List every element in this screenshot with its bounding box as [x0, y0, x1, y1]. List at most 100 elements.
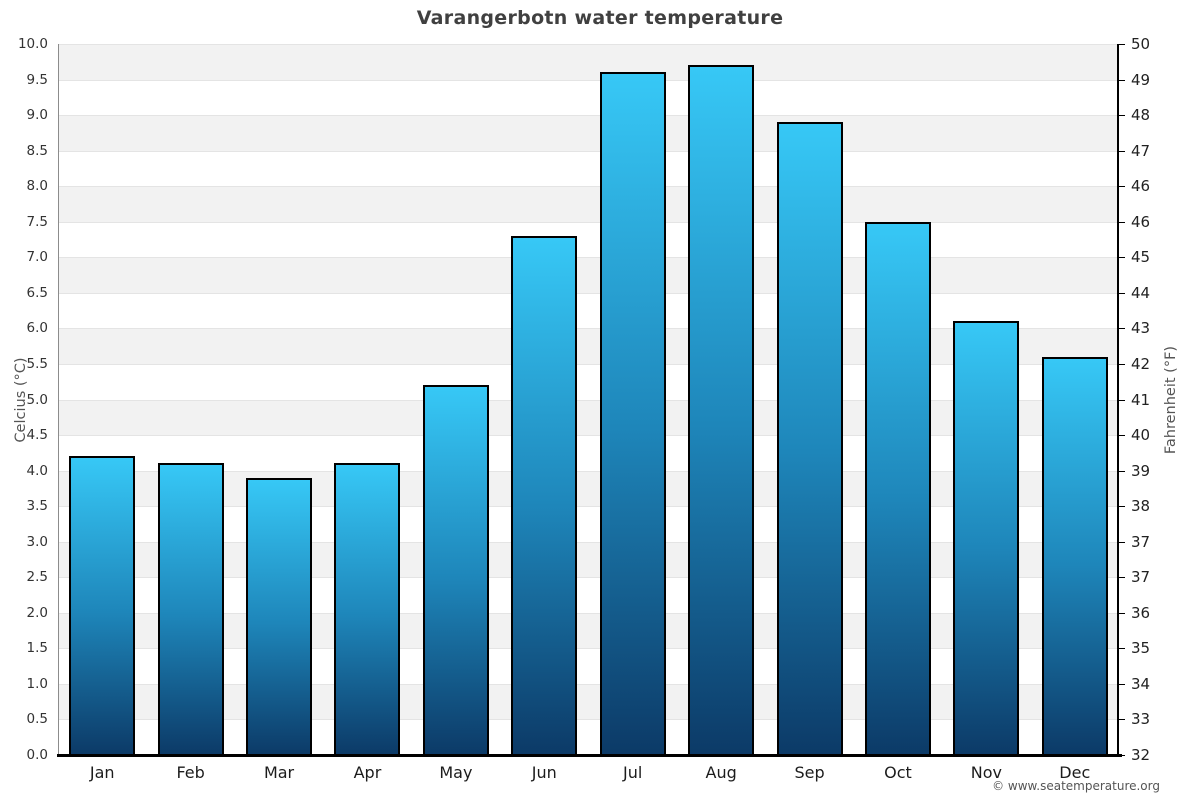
y-right-tick-label: 48 — [1131, 106, 1151, 125]
grid-band — [58, 541, 1119, 578]
grid-band — [58, 577, 1119, 613]
y-left-tick-label: 9.0 — [26, 107, 48, 124]
y-left-tick-label: 7.5 — [26, 213, 48, 230]
grid-band — [58, 719, 1119, 755]
grid-band — [58, 150, 1119, 187]
y-right-tick-label: 37 — [1131, 568, 1151, 587]
grid-band — [58, 186, 1119, 222]
y-right-tick-label: 50 — [1131, 35, 1151, 53]
y-right-tick-mark — [1119, 292, 1125, 294]
y-right-tick-mark — [1119, 150, 1125, 152]
bar-apr — [334, 463, 401, 755]
y-right-tick-mark — [1119, 470, 1125, 472]
bar-jul — [599, 72, 666, 755]
y-right-tick-label: 43 — [1131, 319, 1151, 338]
x-tick-label: Jul — [623, 763, 643, 782]
y-right-tick-mark — [1119, 363, 1125, 365]
y-right-tick-label: 37 — [1131, 532, 1151, 551]
y-left-tick-label: 2.0 — [26, 604, 48, 621]
grid-band — [58, 470, 1119, 507]
grid-band — [58, 648, 1119, 684]
y-right-tick-mark — [1119, 612, 1125, 614]
y-right-tick-mark — [1119, 755, 1125, 756]
x-tick-label: Nov — [970, 763, 1002, 782]
grid-band — [58, 683, 1119, 720]
bar-jun — [511, 235, 578, 755]
y-right-tick-label: 46 — [1131, 177, 1151, 196]
x-tick-label: Jan — [89, 763, 115, 782]
y-left-tick-label: 6.0 — [26, 320, 48, 337]
x-tick-label: Feb — [176, 763, 205, 782]
grid-band — [58, 115, 1119, 151]
y-right-tick-label: 34 — [1131, 674, 1151, 693]
y-right-tick-mark — [1119, 719, 1125, 721]
grid-band — [58, 221, 1119, 258]
y-right-tick-label: 47 — [1131, 141, 1151, 160]
plot-area — [58, 44, 1119, 755]
grid-band — [58, 612, 1119, 649]
y-right-tick-mark — [1119, 683, 1125, 685]
y-left-tick-label: 6.5 — [26, 284, 48, 301]
bar-may — [422, 385, 489, 755]
y-right-tick-label: 42 — [1131, 354, 1151, 373]
grid-band — [58, 257, 1119, 293]
bar-aug — [688, 65, 755, 755]
chart-title: Varangerbotn water temperature — [416, 7, 784, 29]
y-right-tick-mark — [1119, 648, 1125, 650]
attribution: © www.seatemperature.org — [992, 779, 1160, 793]
bar-dec — [1041, 356, 1108, 755]
y-right-tick-mark — [1119, 257, 1125, 259]
y-right-tick-label: 39 — [1131, 461, 1151, 480]
y-right-tick-mark — [1119, 506, 1125, 508]
x-tick-label: Apr — [353, 763, 382, 782]
y-right-tick-mark — [1119, 221, 1125, 223]
y-right-tick-mark — [1119, 541, 1125, 543]
y-right-tick-mark — [1119, 115, 1125, 117]
y-right-tick-mark — [1119, 44, 1125, 45]
y-right-tick-label: 45 — [1131, 248, 1151, 267]
y-right-tick-mark — [1119, 186, 1125, 188]
grid-band — [58, 292, 1119, 329]
grid-band — [58, 506, 1119, 542]
y-left-tick-label: 0.0 — [26, 747, 48, 763]
grid-band — [58, 79, 1119, 116]
y-left-tick-label: 4.0 — [26, 462, 48, 479]
y-right-tick-mark — [1119, 79, 1125, 81]
y-left-tick-label: 5.0 — [26, 391, 48, 408]
y-left-tick-label: 1.0 — [26, 675, 48, 692]
y-left-tick-label: 1.5 — [26, 640, 48, 657]
y-right-tick-label: 36 — [1131, 603, 1151, 622]
grid-band — [58, 44, 1119, 80]
y-right-axis-line — [1117, 44, 1119, 755]
x-tick-label: Sep — [794, 763, 825, 782]
x-axis-line — [57, 754, 1122, 757]
y-right-tick-mark — [1119, 328, 1125, 330]
y-left-tick-label: 2.5 — [26, 569, 48, 586]
x-tick-label: Aug — [705, 763, 737, 782]
y-left-tick-label: 3.0 — [26, 533, 48, 550]
x-tick-label: May — [439, 763, 473, 782]
y-left-tick-label: 4.5 — [26, 427, 48, 444]
y-right-tick-label: 35 — [1131, 639, 1151, 658]
x-tick-label: Jun — [531, 763, 557, 782]
y-right-tick-label: 33 — [1131, 710, 1151, 729]
x-tick-label: Oct — [884, 763, 912, 782]
bar-nov — [953, 321, 1020, 755]
y-right-tick-mark — [1119, 577, 1125, 579]
y-right-tick-label: 49 — [1131, 70, 1151, 89]
y-left-tick-label: 9.5 — [26, 71, 48, 88]
grid-band — [58, 435, 1119, 471]
y-right-tick-label: 38 — [1131, 497, 1151, 516]
y-left-tick-label: 7.0 — [26, 249, 48, 266]
y-left-tick-label: 3.5 — [26, 498, 48, 515]
grid-band — [58, 328, 1119, 364]
y-left-tick-label: 0.5 — [26, 711, 48, 728]
y-right-tick-label: 46 — [1131, 212, 1151, 231]
bar-feb — [157, 463, 224, 755]
y-left-tick-label: 8.0 — [26, 178, 48, 195]
bar-oct — [864, 221, 931, 755]
bar-sep — [776, 122, 843, 755]
y-left-axis-line — [58, 44, 59, 755]
bar-mar — [246, 477, 313, 755]
y-right-tick-mark — [1119, 399, 1125, 401]
